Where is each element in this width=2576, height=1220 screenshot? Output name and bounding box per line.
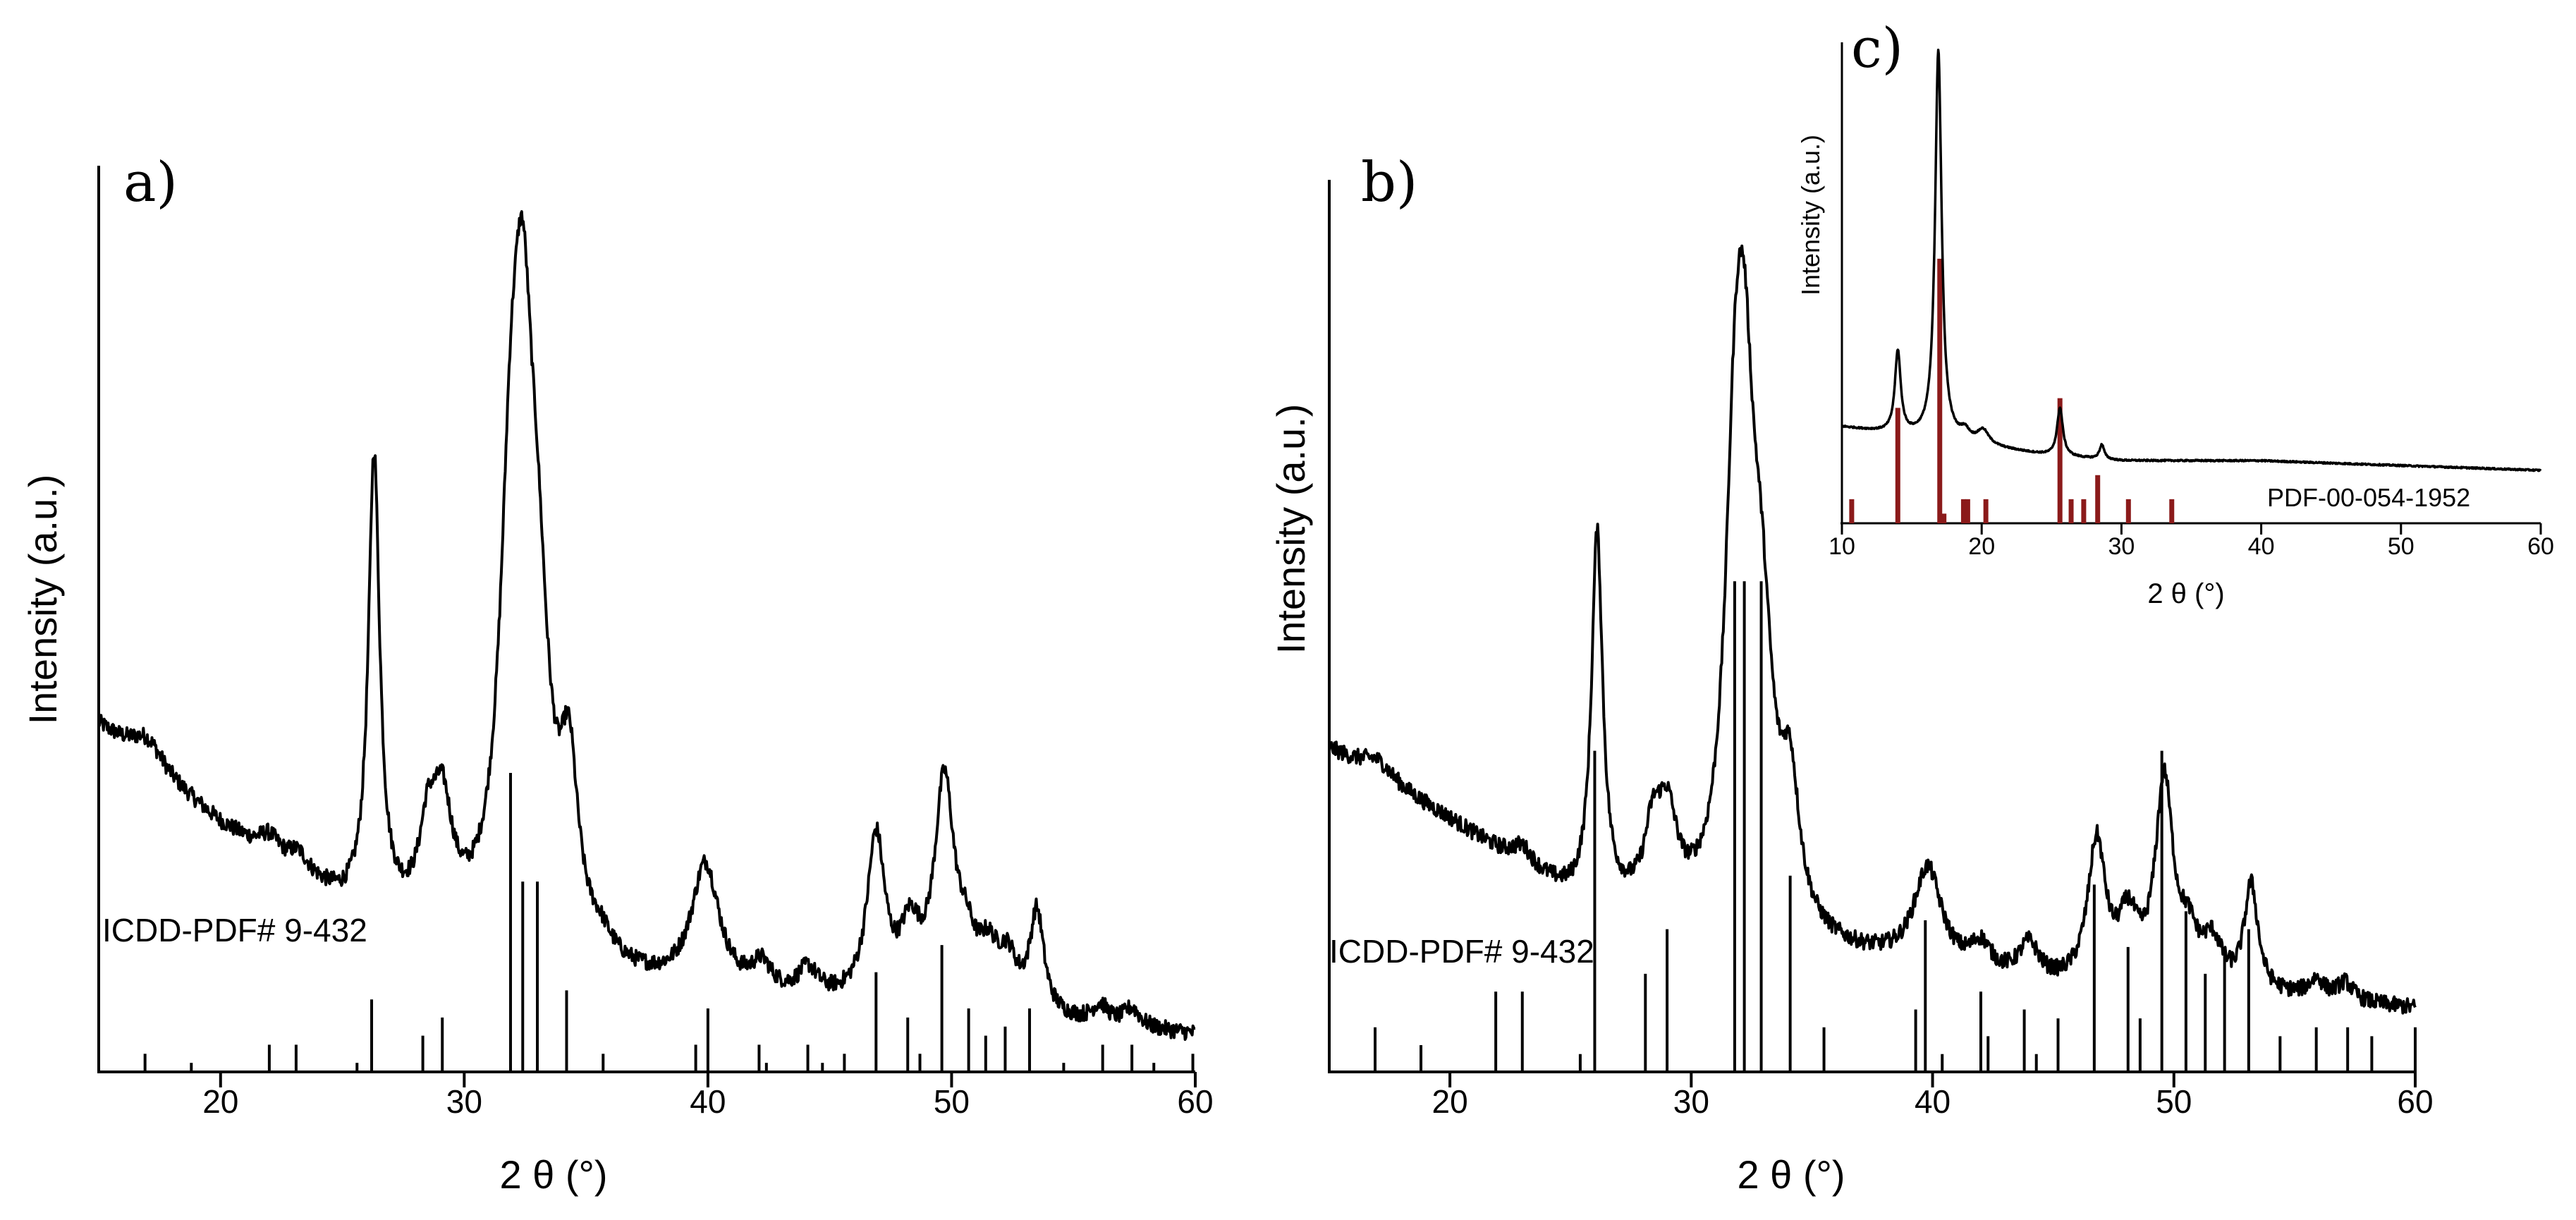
panel-a-x-tick-label: 60 — [1177, 1083, 1213, 1120]
panel-c-x-tick-label: 50 — [2388, 533, 2415, 560]
panel-b-label: b) — [1361, 151, 1417, 214]
panel-a-x-tick-label: 40 — [690, 1083, 726, 1120]
panel-c-x-tick-label: 20 — [1968, 533, 1995, 560]
panel-a-x-tick-label: 20 — [202, 1083, 238, 1120]
panel-a-label: a) — [123, 151, 178, 214]
panel-a-x-tick-label: 50 — [934, 1083, 970, 1120]
panel-a-plot-area: 20 30 40 50 60 — [97, 166, 1214, 1120]
panel-c-x-tick-label: 10 — [1829, 533, 1855, 560]
panel-b-x-axis-label: 2 θ (°) — [1737, 1152, 1845, 1197]
panel-c-reference-label: PDF-00-054-1952 — [2267, 483, 2470, 512]
panel-c-x-axis-label: 2 θ (°) — [2147, 578, 2224, 609]
panel-a-x-tick-label: 30 — [446, 1083, 482, 1120]
panel-c-x-tick-label: 60 — [2527, 533, 2554, 560]
panel-c-xrd-pattern — [1841, 48, 2542, 472]
panel-a-x-axis-label: 2 θ (°) — [499, 1152, 607, 1197]
panel-c-plot-area: 10 20 30 40 50 60 — [1829, 42, 2554, 560]
panel-b-reference-label: ICDD-PDF# 9-432 — [1329, 933, 1594, 970]
panel-b: b) 20 30 40 50 60 ICDD-PDF# 9-432 2 θ (°) In… — [1269, 151, 2434, 1197]
panel-c-label: c) — [1851, 17, 1903, 80]
panel-b-xrd-pattern — [1328, 244, 2417, 1015]
panel-b-x-tick-label: 30 — [1673, 1083, 1709, 1120]
panel-b-x-tick-label: 50 — [2156, 1083, 2192, 1120]
panel-b-x-tick-label: 60 — [2397, 1083, 2433, 1120]
panel-a: a) 20 30 40 50 60 ICDD-PDF# 9-432 2 θ (°) In… — [20, 151, 1214, 1197]
panel-c-inset: c) 10 20 30 40 50 60 PDF-00-054-1952 2 θ (°) … — [1796, 17, 2554, 609]
panel-c-x-tick-label: 30 — [2108, 533, 2135, 560]
panel-c-x-tick-label: 40 — [2248, 533, 2275, 560]
panel-a-xrd-pattern — [97, 210, 1196, 1041]
panel-a-y-axis-label: Intensity (a.u.) — [20, 475, 65, 725]
panel-c-y-axis-label: Intensity (a.u.) — [1796, 135, 1825, 295]
panel-b-x-tick-label: 40 — [1915, 1083, 1951, 1120]
panel-a-reference-label: ICDD-PDF# 9-432 — [102, 912, 367, 948]
panel-b-y-axis-label: Intensity (a.u.) — [1269, 404, 1313, 654]
panel-b-x-tick-label: 20 — [1432, 1083, 1468, 1120]
panel-b-plot-area: 20 30 40 50 60 — [1328, 180, 2434, 1120]
